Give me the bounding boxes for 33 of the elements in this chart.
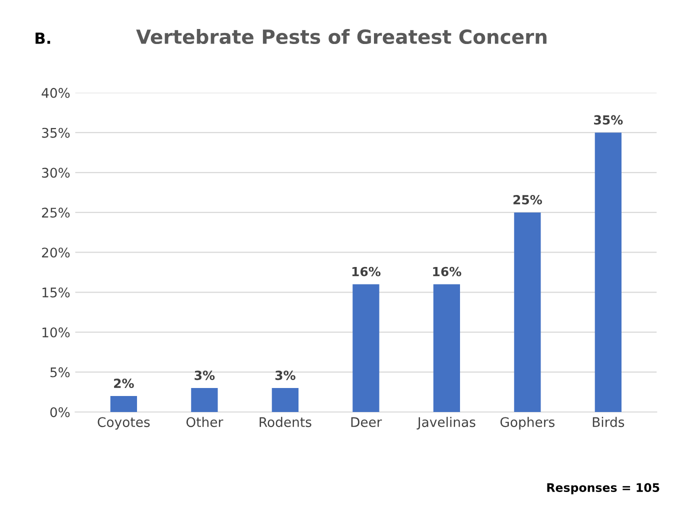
text: Responses = 105 xyxy=(547,483,660,494)
x-tick-label: Coyotes xyxy=(98,417,150,430)
bar xyxy=(433,284,460,412)
data-label: 35% xyxy=(594,115,623,125)
text: B. xyxy=(36,32,50,44)
data-label: 16% xyxy=(352,266,380,276)
bar xyxy=(272,388,299,412)
bar xyxy=(514,212,541,412)
x-tick-label: Javelinas xyxy=(416,416,476,430)
chart-title: Vertebrate Pests of Greatest Concern xyxy=(136,29,546,44)
bar xyxy=(352,284,380,412)
x-tick-label: Birds xyxy=(592,416,624,428)
bar xyxy=(191,388,218,412)
x-tick-label: Other xyxy=(186,416,224,428)
y-tick-label: 5% xyxy=(50,367,70,378)
bar xyxy=(110,396,138,412)
y-tick-label: 10% xyxy=(42,327,70,338)
y-tick-label: 35% xyxy=(42,128,70,138)
bar xyxy=(594,132,622,412)
y-tick-label: 20% xyxy=(42,248,70,258)
y-tick-label: 30% xyxy=(42,168,70,178)
y-tick-label: 40% xyxy=(42,88,70,98)
data-label: 16% xyxy=(433,266,462,276)
data-label: 3% xyxy=(275,370,296,380)
x-tick-label: Gophers xyxy=(500,416,555,430)
data-label: 25% xyxy=(513,195,542,204)
data-label: 3% xyxy=(194,370,215,380)
x-tick-label: Deer xyxy=(351,417,382,428)
y-tick-label: 0% xyxy=(50,407,70,418)
y-tick-label: 15% xyxy=(42,287,70,298)
x-tick-label: Rodents xyxy=(260,416,312,428)
y-tick-label: 25% xyxy=(42,208,70,218)
data-label: 2% xyxy=(114,378,134,388)
